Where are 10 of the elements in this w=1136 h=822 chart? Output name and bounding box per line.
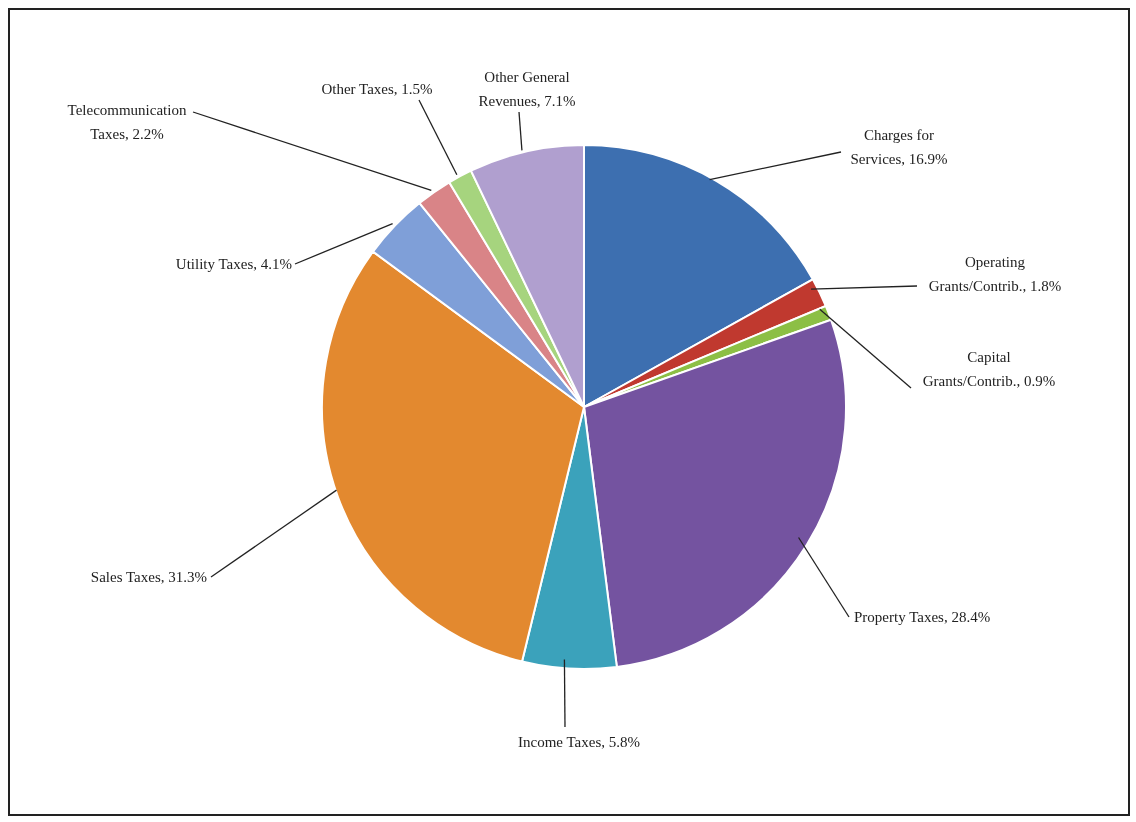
slice-label: Other Taxes, 1.5% <box>321 81 433 97</box>
slice-label: Sales Taxes, 31.3% <box>90 569 207 585</box>
slice-label: Telecommunication Taxes, 2.2% <box>67 102 187 142</box>
slice-label: Income Taxes, 5.8% <box>518 734 640 750</box>
slice-label: Property Taxes, 28.4% <box>854 609 991 625</box>
slice-label: Utility Taxes, 4.1% <box>175 256 292 272</box>
slice-label: Other General Revenues, 7.1% <box>478 69 576 109</box>
slice-label: Operating Grants/Contrib., 1.8% <box>928 254 1062 294</box>
slice-label: Charges for Services, 16.9% <box>850 127 948 167</box>
slice-label: Capital Grants/Contrib., 0.9% <box>922 349 1056 389</box>
